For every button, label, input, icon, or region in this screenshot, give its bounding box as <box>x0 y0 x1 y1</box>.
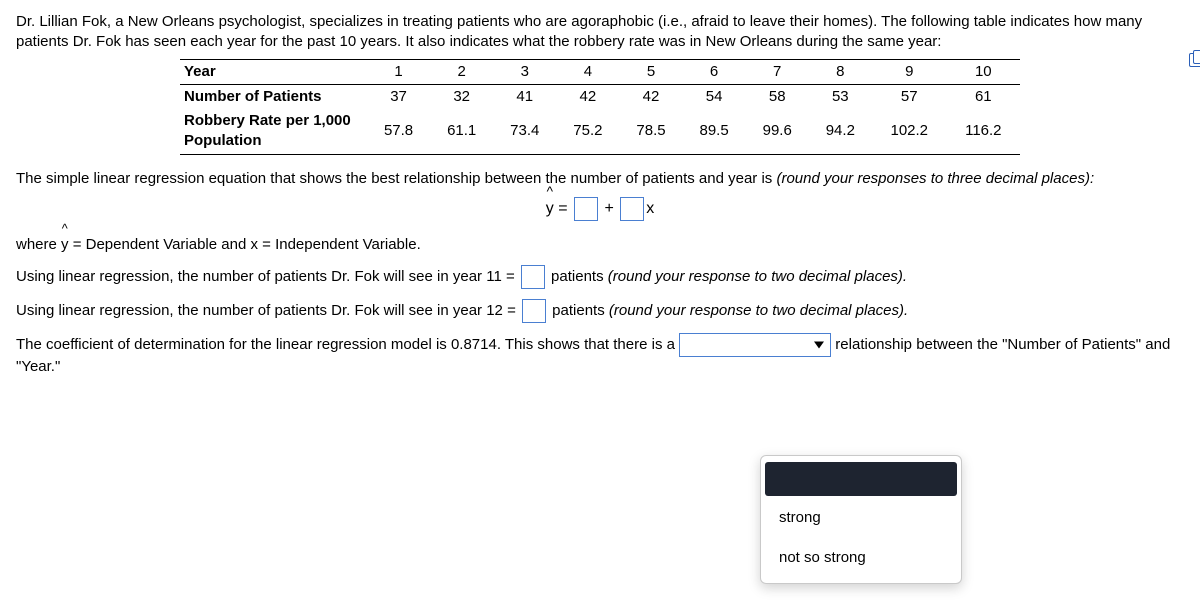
cell: 4 <box>556 59 619 84</box>
equation-row: ^y = + x <box>16 197 1184 221</box>
regression-prompt: The simple linear regression equation th… <box>16 169 1184 189</box>
row-label-year: Year <box>180 59 367 84</box>
cell: 42 <box>619 84 682 109</box>
table-row: Number of Patients 37 32 41 42 42 54 58 … <box>180 84 1020 109</box>
cell: 10 <box>947 59 1020 84</box>
y-letter: y <box>61 236 69 253</box>
where-line: where ^y = Dependent Variable and x = In… <box>16 235 1184 255</box>
relationship-dropdown: strong not so strong <box>760 455 962 584</box>
where-text: where ^y = Dependent Variable and x = In… <box>16 236 421 253</box>
cell: 32 <box>430 84 493 109</box>
cell: 6 <box>683 59 746 84</box>
cell: 102.2 <box>872 109 947 154</box>
cell: 94.2 <box>809 109 872 154</box>
slope-input[interactable] <box>620 197 644 221</box>
hint-text: (round your responses to three decimal p… <box>776 170 1094 187</box>
cell: 5 <box>619 59 682 84</box>
eq-part: = <box>554 200 572 217</box>
cell: 99.6 <box>746 109 809 154</box>
row-label-patients: Number of Patients <box>180 84 367 109</box>
text: patients <box>547 268 608 285</box>
cell: 61 <box>947 84 1020 109</box>
cell: 75.2 <box>556 109 619 154</box>
text: Using linear regression, the number of p… <box>16 268 519 285</box>
cell: 53 <box>809 84 872 109</box>
dropdown-option-blank[interactable] <box>765 462 957 496</box>
coef-line: The coefficient of determination for the… <box>16 333 1184 377</box>
y-letter: y <box>546 200 554 217</box>
cell: 58 <box>746 84 809 109</box>
text: The coefficient of determination for the… <box>16 336 679 353</box>
text: The simple linear regression equation th… <box>16 170 776 187</box>
cell: 8 <box>809 59 872 84</box>
year11-input[interactable] <box>521 265 545 289</box>
cell: 42 <box>556 84 619 109</box>
chevron-down-icon <box>814 342 824 349</box>
cell: 78.5 <box>619 109 682 154</box>
year12-line: Using linear regression, the number of p… <box>16 299 1184 323</box>
eq-part: x <box>646 200 654 217</box>
popout-icon[interactable] <box>1189 53 1200 67</box>
dropdown-option-not-so-strong[interactable]: not so strong <box>761 538 961 578</box>
cell: 1 <box>367 59 430 84</box>
hint-text: (round your response to two decimal plac… <box>609 302 908 319</box>
dropdown-option-strong[interactable]: strong <box>761 498 961 538</box>
y-hat: ^y <box>546 198 554 220</box>
year11-line: Using linear regression, the number of p… <box>16 265 1184 289</box>
data-table-wrap: Year 1 2 3 4 5 6 7 8 9 10 Number of Pati… <box>180 59 1020 155</box>
table-row: Year 1 2 3 4 5 6 7 8 9 10 <box>180 59 1020 84</box>
cell: 37 <box>367 84 430 109</box>
hint-text: (round your response to two decimal plac… <box>608 268 907 285</box>
intercept-input[interactable] <box>574 197 598 221</box>
text: patients <box>548 302 609 319</box>
cell: 57 <box>872 84 947 109</box>
intro-text: Dr. Lillian Fok, a New Orleans psycholog… <box>16 12 1184 53</box>
cell: 61.1 <box>430 109 493 154</box>
cell: 116.2 <box>947 109 1020 154</box>
year12-input[interactable] <box>522 299 546 323</box>
cell: 57.8 <box>367 109 430 154</box>
data-table: Year 1 2 3 4 5 6 7 8 9 10 Number of Pati… <box>180 59 1020 155</box>
cell: 2 <box>430 59 493 84</box>
row-label-robbery: Robbery Rate per 1,000 Population <box>180 109 367 154</box>
cell: 73.4 <box>493 109 556 154</box>
relationship-select[interactable] <box>679 333 831 357</box>
cell: 41 <box>493 84 556 109</box>
cell: 9 <box>872 59 947 84</box>
table-row: Robbery Rate per 1,000 Population 57.8 6… <box>180 109 1020 154</box>
cell: 54 <box>683 84 746 109</box>
cell: 89.5 <box>683 109 746 154</box>
text: Using linear regression, the number of p… <box>16 302 520 319</box>
cell: 7 <box>746 59 809 84</box>
eq-part: + <box>600 200 618 217</box>
cell: 3 <box>493 59 556 84</box>
